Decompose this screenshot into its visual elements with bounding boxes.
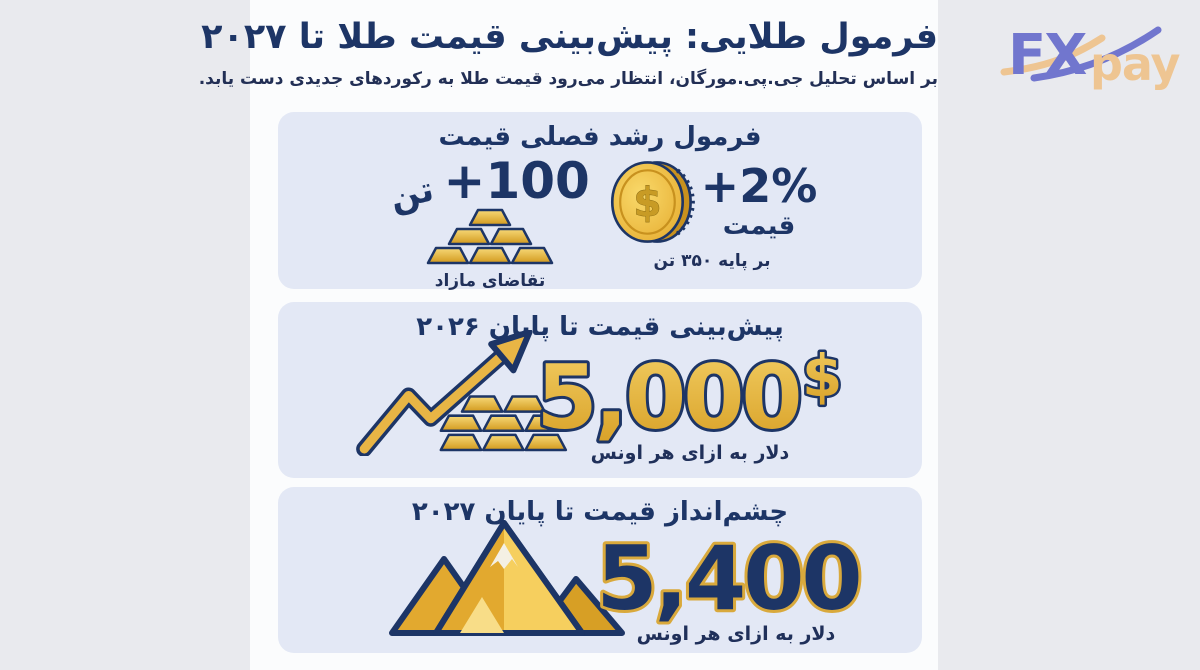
card-growth-formula: فرمول رشد فصلی قیمت تن +100: [278, 112, 922, 291]
logo-pay-text: pay: [1090, 37, 1181, 90]
fxpay-logo: FX pay: [1000, 23, 1182, 90]
demand-value: +100: [443, 152, 590, 210]
price-2026-number: 5,000 $: [533, 340, 845, 451]
demand-group: تن +100 تقاضای مازاد: [370, 152, 610, 291]
logo-fx-text: FX: [1008, 23, 1087, 88]
infographic-panel: فرمول طلایی: پیش‌بینی قیمت طلا تا ۲۰۲۷ ب…: [198, 0, 939, 670]
header: فرمول طلایی: پیش‌بینی قیمت طلا تا ۲۰۲۷ ب…: [198, 0, 939, 89]
price-percent-value: +2%: [700, 159, 818, 213]
price-2027-number: 5,400: [596, 524, 866, 631]
price-label: قیمت: [722, 211, 796, 241]
price-2026-currency: $: [802, 342, 842, 410]
coin-dollar-symbol: $: [633, 178, 661, 226]
rising-arrow-gold-bars-icon: [356, 330, 568, 456]
price-group: $ +2% قیمت بر پایه ۳۵۰ تن: [592, 158, 832, 271]
card-forecast-2026: پیش‌بینی قیمت تا پایان ۲۰۲۶: [278, 302, 922, 478]
demand-value-row: تن +100: [370, 152, 610, 218]
price-value-column: +2% قیمت: [701, 163, 818, 241]
card-growth-formula-title: فرمول رشد فصلی قیمت: [438, 122, 762, 152]
card-outlook-2027: چشم‌انداز قیمت تا پایان ۲۰۲۷ 5,400 دلار …: [278, 487, 922, 653]
price-value-row: $ +2% قیمت: [592, 158, 832, 246]
price-caption: بر پایه ۳۵۰ تن: [653, 251, 771, 271]
card-outlook-2027-title: چشم‌انداز قیمت تا پایان ۲۰۲۷: [411, 497, 789, 527]
demand-caption: تقاضای مازاد: [434, 271, 546, 291]
price-2026-value: 5,000: [536, 346, 799, 449]
dollar-coin-icon: $: [610, 161, 695, 243]
gold-bars-pyramid-icon: [426, 208, 554, 265]
page-subtitle: بر اساس تحلیل جی.پی.مورگان، انتظار می‌رو…: [198, 68, 938, 89]
price-2027-value: 5,400: [596, 527, 859, 630]
price-2026-caption: دلار به ازای هر اونس: [590, 442, 790, 464]
mountain-peaks-icon: [389, 520, 625, 636]
page-title: فرمول طلایی: پیش‌بینی قیمت طلا تا ۲۰۲۷: [201, 17, 938, 57]
price-2027-caption: دلار به ازای هر اونس: [636, 623, 836, 645]
